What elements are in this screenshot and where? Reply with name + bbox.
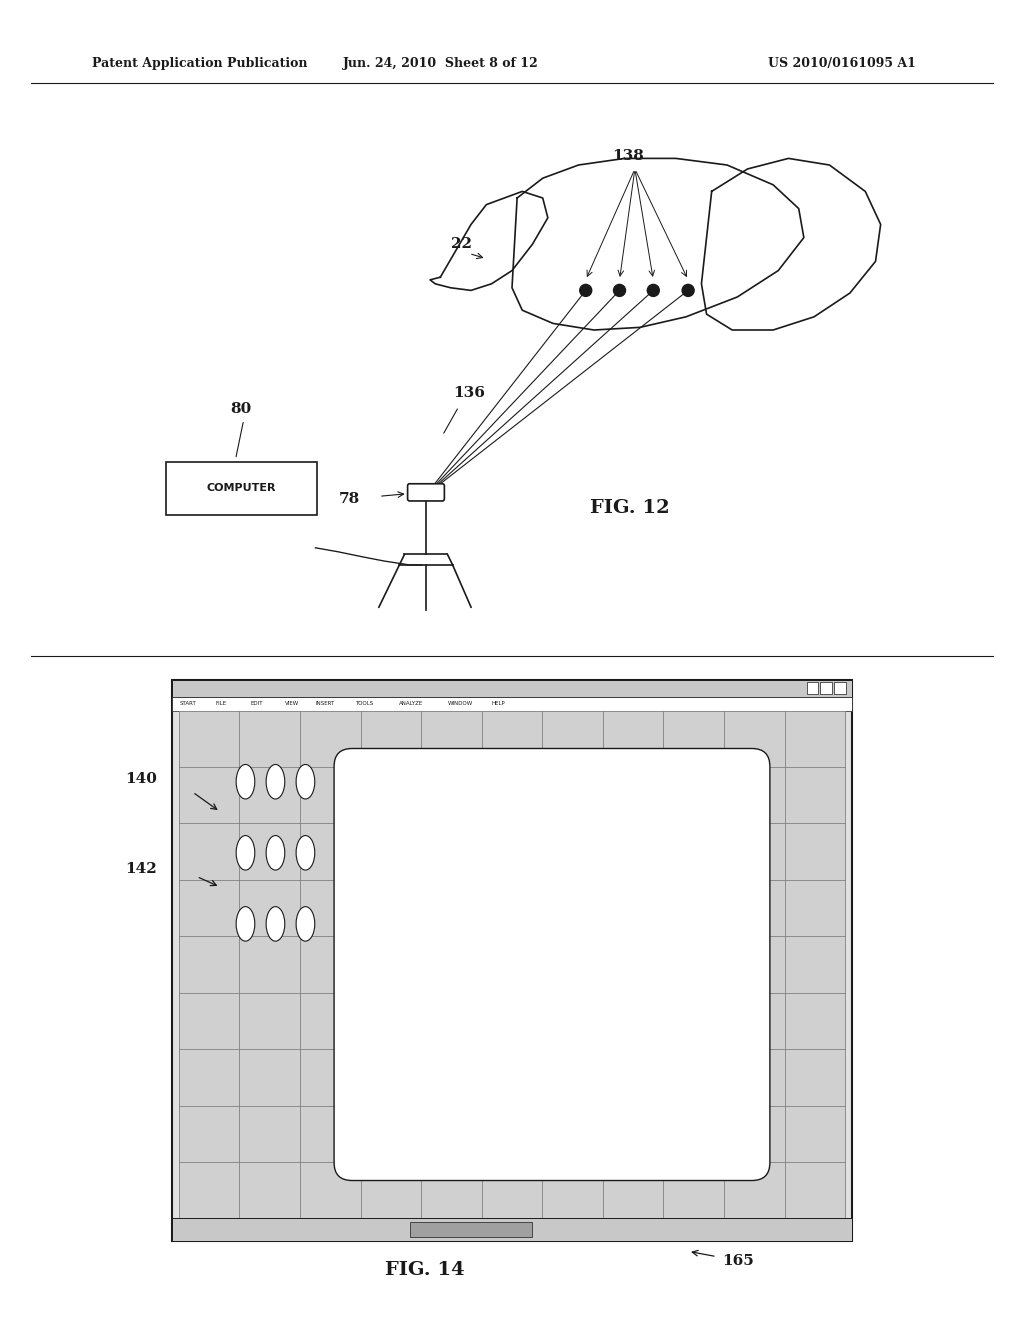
Text: WINDOW: WINDOW (447, 701, 473, 706)
Bar (835, 682, 846, 694)
Text: Jun. 24, 2010  Sheet 8 of 12: Jun. 24, 2010 Sheet 8 of 12 (342, 57, 539, 70)
Text: Patent Application Publication: Patent Application Publication (92, 57, 307, 70)
Text: EDIT: EDIT (251, 701, 263, 706)
Bar (172, 680, 852, 1241)
Text: 136: 136 (454, 387, 485, 400)
Ellipse shape (237, 836, 255, 870)
Bar (807, 682, 818, 694)
Ellipse shape (237, 907, 255, 941)
Circle shape (613, 284, 626, 297)
FancyBboxPatch shape (334, 748, 770, 1180)
Text: INSERT: INSERT (315, 701, 335, 706)
Text: 22: 22 (451, 238, 472, 251)
Bar (410, 1222, 532, 1237)
FancyBboxPatch shape (408, 483, 444, 502)
Text: FIG. 12: FIG. 12 (590, 499, 670, 517)
Bar (172, 697, 852, 710)
Ellipse shape (266, 764, 285, 799)
Text: VIEW: VIEW (285, 701, 299, 706)
Text: ANALYZE: ANALYZE (399, 701, 424, 706)
Ellipse shape (237, 764, 255, 799)
Text: 138: 138 (611, 149, 644, 162)
Ellipse shape (296, 907, 314, 941)
Ellipse shape (266, 836, 285, 870)
Circle shape (682, 284, 694, 297)
Ellipse shape (266, 907, 285, 941)
Text: US 2010/0161095 A1: US 2010/0161095 A1 (768, 57, 915, 70)
Bar (172, 680, 852, 697)
Bar (166, 462, 317, 515)
Circle shape (647, 284, 659, 297)
Text: START: START (179, 701, 196, 706)
Bar (820, 682, 833, 694)
Text: 78: 78 (339, 492, 360, 506)
Text: COMPUTER: COMPUTER (207, 483, 276, 494)
Bar (172, 1218, 852, 1241)
Text: 80: 80 (230, 403, 251, 416)
Text: 140: 140 (125, 772, 157, 785)
Text: FIG. 14: FIG. 14 (385, 1261, 465, 1279)
Text: 165: 165 (722, 1254, 754, 1267)
Text: FILE: FILE (215, 701, 226, 706)
Text: 142: 142 (125, 862, 157, 875)
Circle shape (580, 284, 592, 297)
Bar (179, 710, 845, 1218)
Text: HELP: HELP (492, 701, 505, 706)
Ellipse shape (296, 836, 314, 870)
Ellipse shape (296, 764, 314, 799)
Text: TOOLS: TOOLS (355, 701, 374, 706)
